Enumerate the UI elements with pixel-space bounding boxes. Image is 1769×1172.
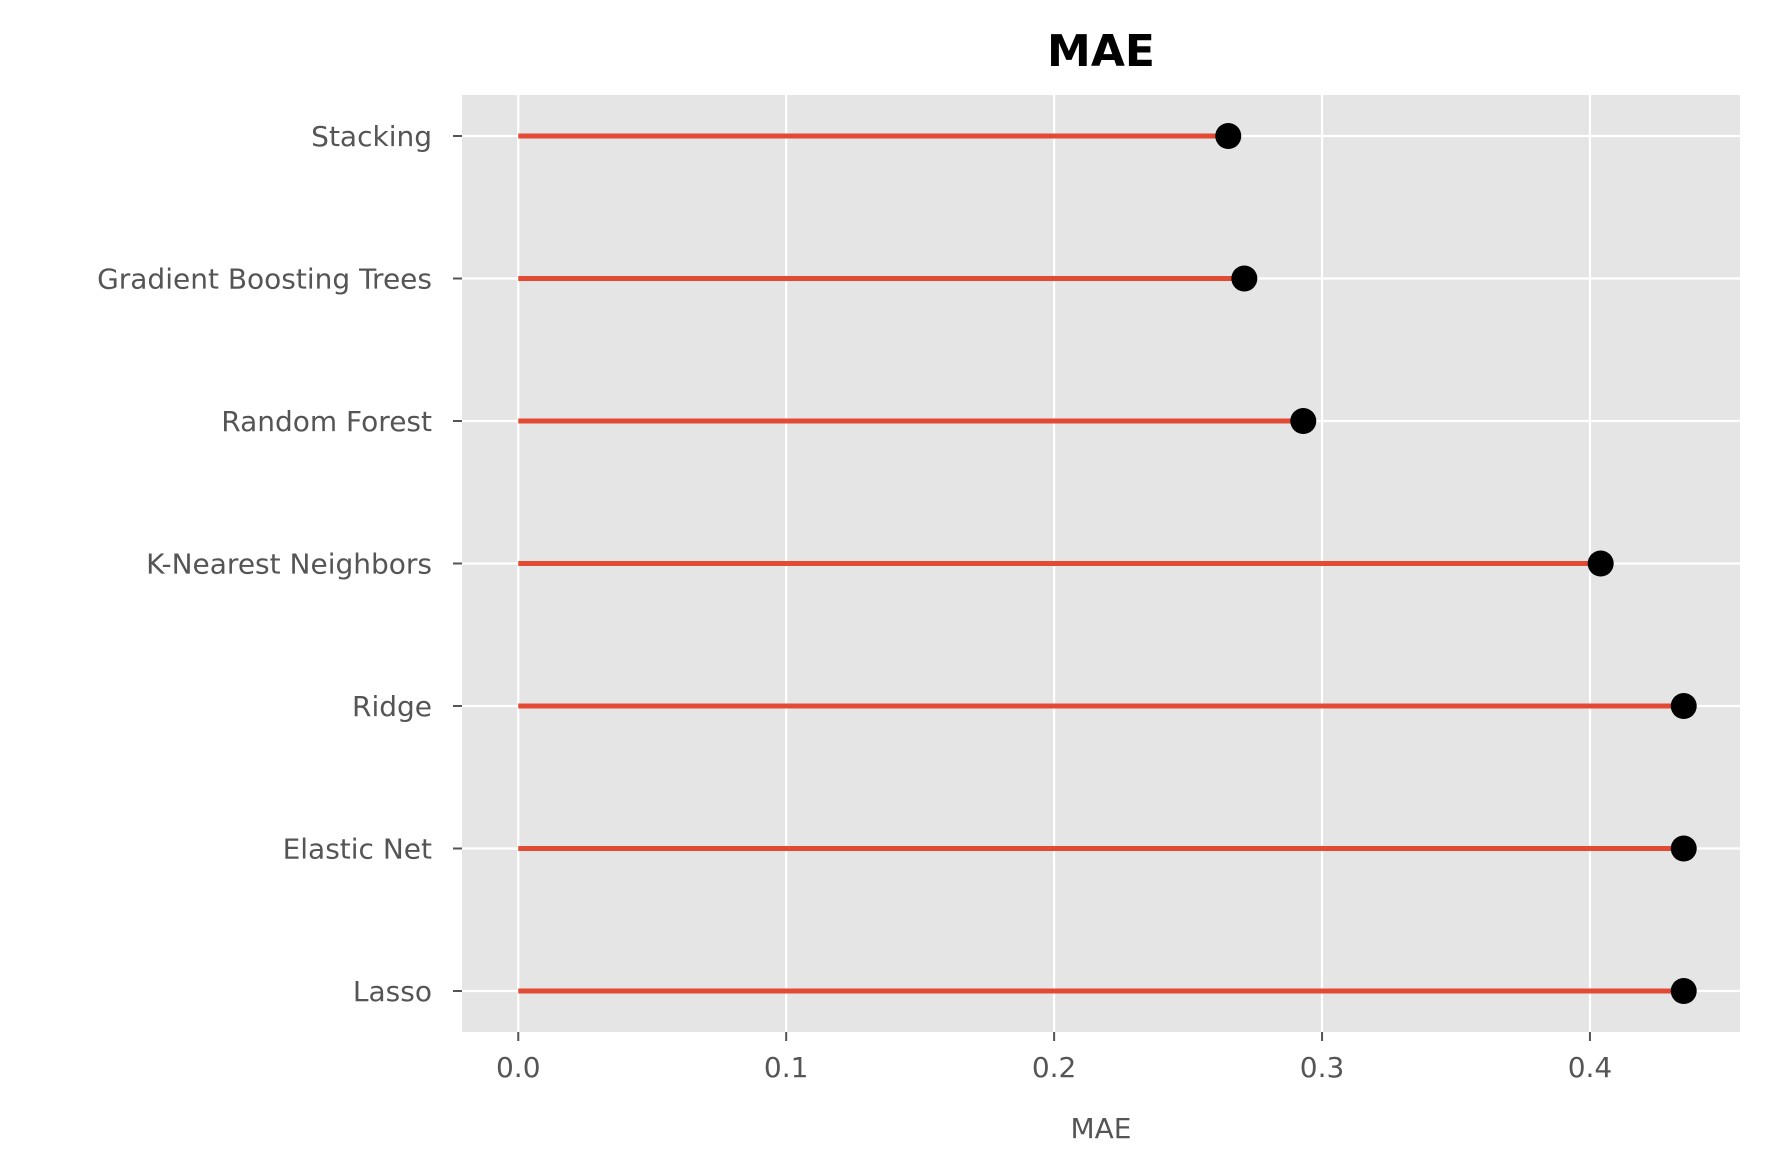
marker-1 [1231,265,1258,292]
y-tick-label: Elastic Net [283,833,432,866]
marker-4 [1670,693,1697,719]
marker-3 [1587,550,1614,577]
marker-2 [1290,408,1317,434]
y-tick-label: Random Forest [221,405,432,438]
marker-5 [1670,835,1697,862]
x-tick-label: 0.3 [1300,1051,1345,1084]
x-tick-label: 0.1 [764,1051,809,1084]
x-tick-label: 0.0 [496,1051,541,1084]
y-tick-label: Ridge [352,690,432,723]
x-tick-label: 0.4 [1568,1051,1613,1084]
y-tick-label: Lasso [353,975,432,1008]
x-axis: 0.0 0.1 0.2 0.3 0.4 [496,1032,1612,1084]
x-tick-label: 0.2 [1032,1051,1077,1084]
y-tick-label: Stacking [311,120,432,153]
y-tick-label: K-Nearest Neighbors [146,548,432,581]
y-tick-label: Gradient Boosting Trees [97,263,432,296]
marker-6 [1670,978,1697,1004]
stems [518,133,1684,994]
markers [1215,123,1697,1004]
chart-title: MAE [1047,26,1155,77]
marker-0 [1215,123,1242,149]
x-axis-title: MAE [1070,1112,1131,1145]
y-axis: Stacking Gradient Boosting Trees Random Fo… [97,120,462,1008]
